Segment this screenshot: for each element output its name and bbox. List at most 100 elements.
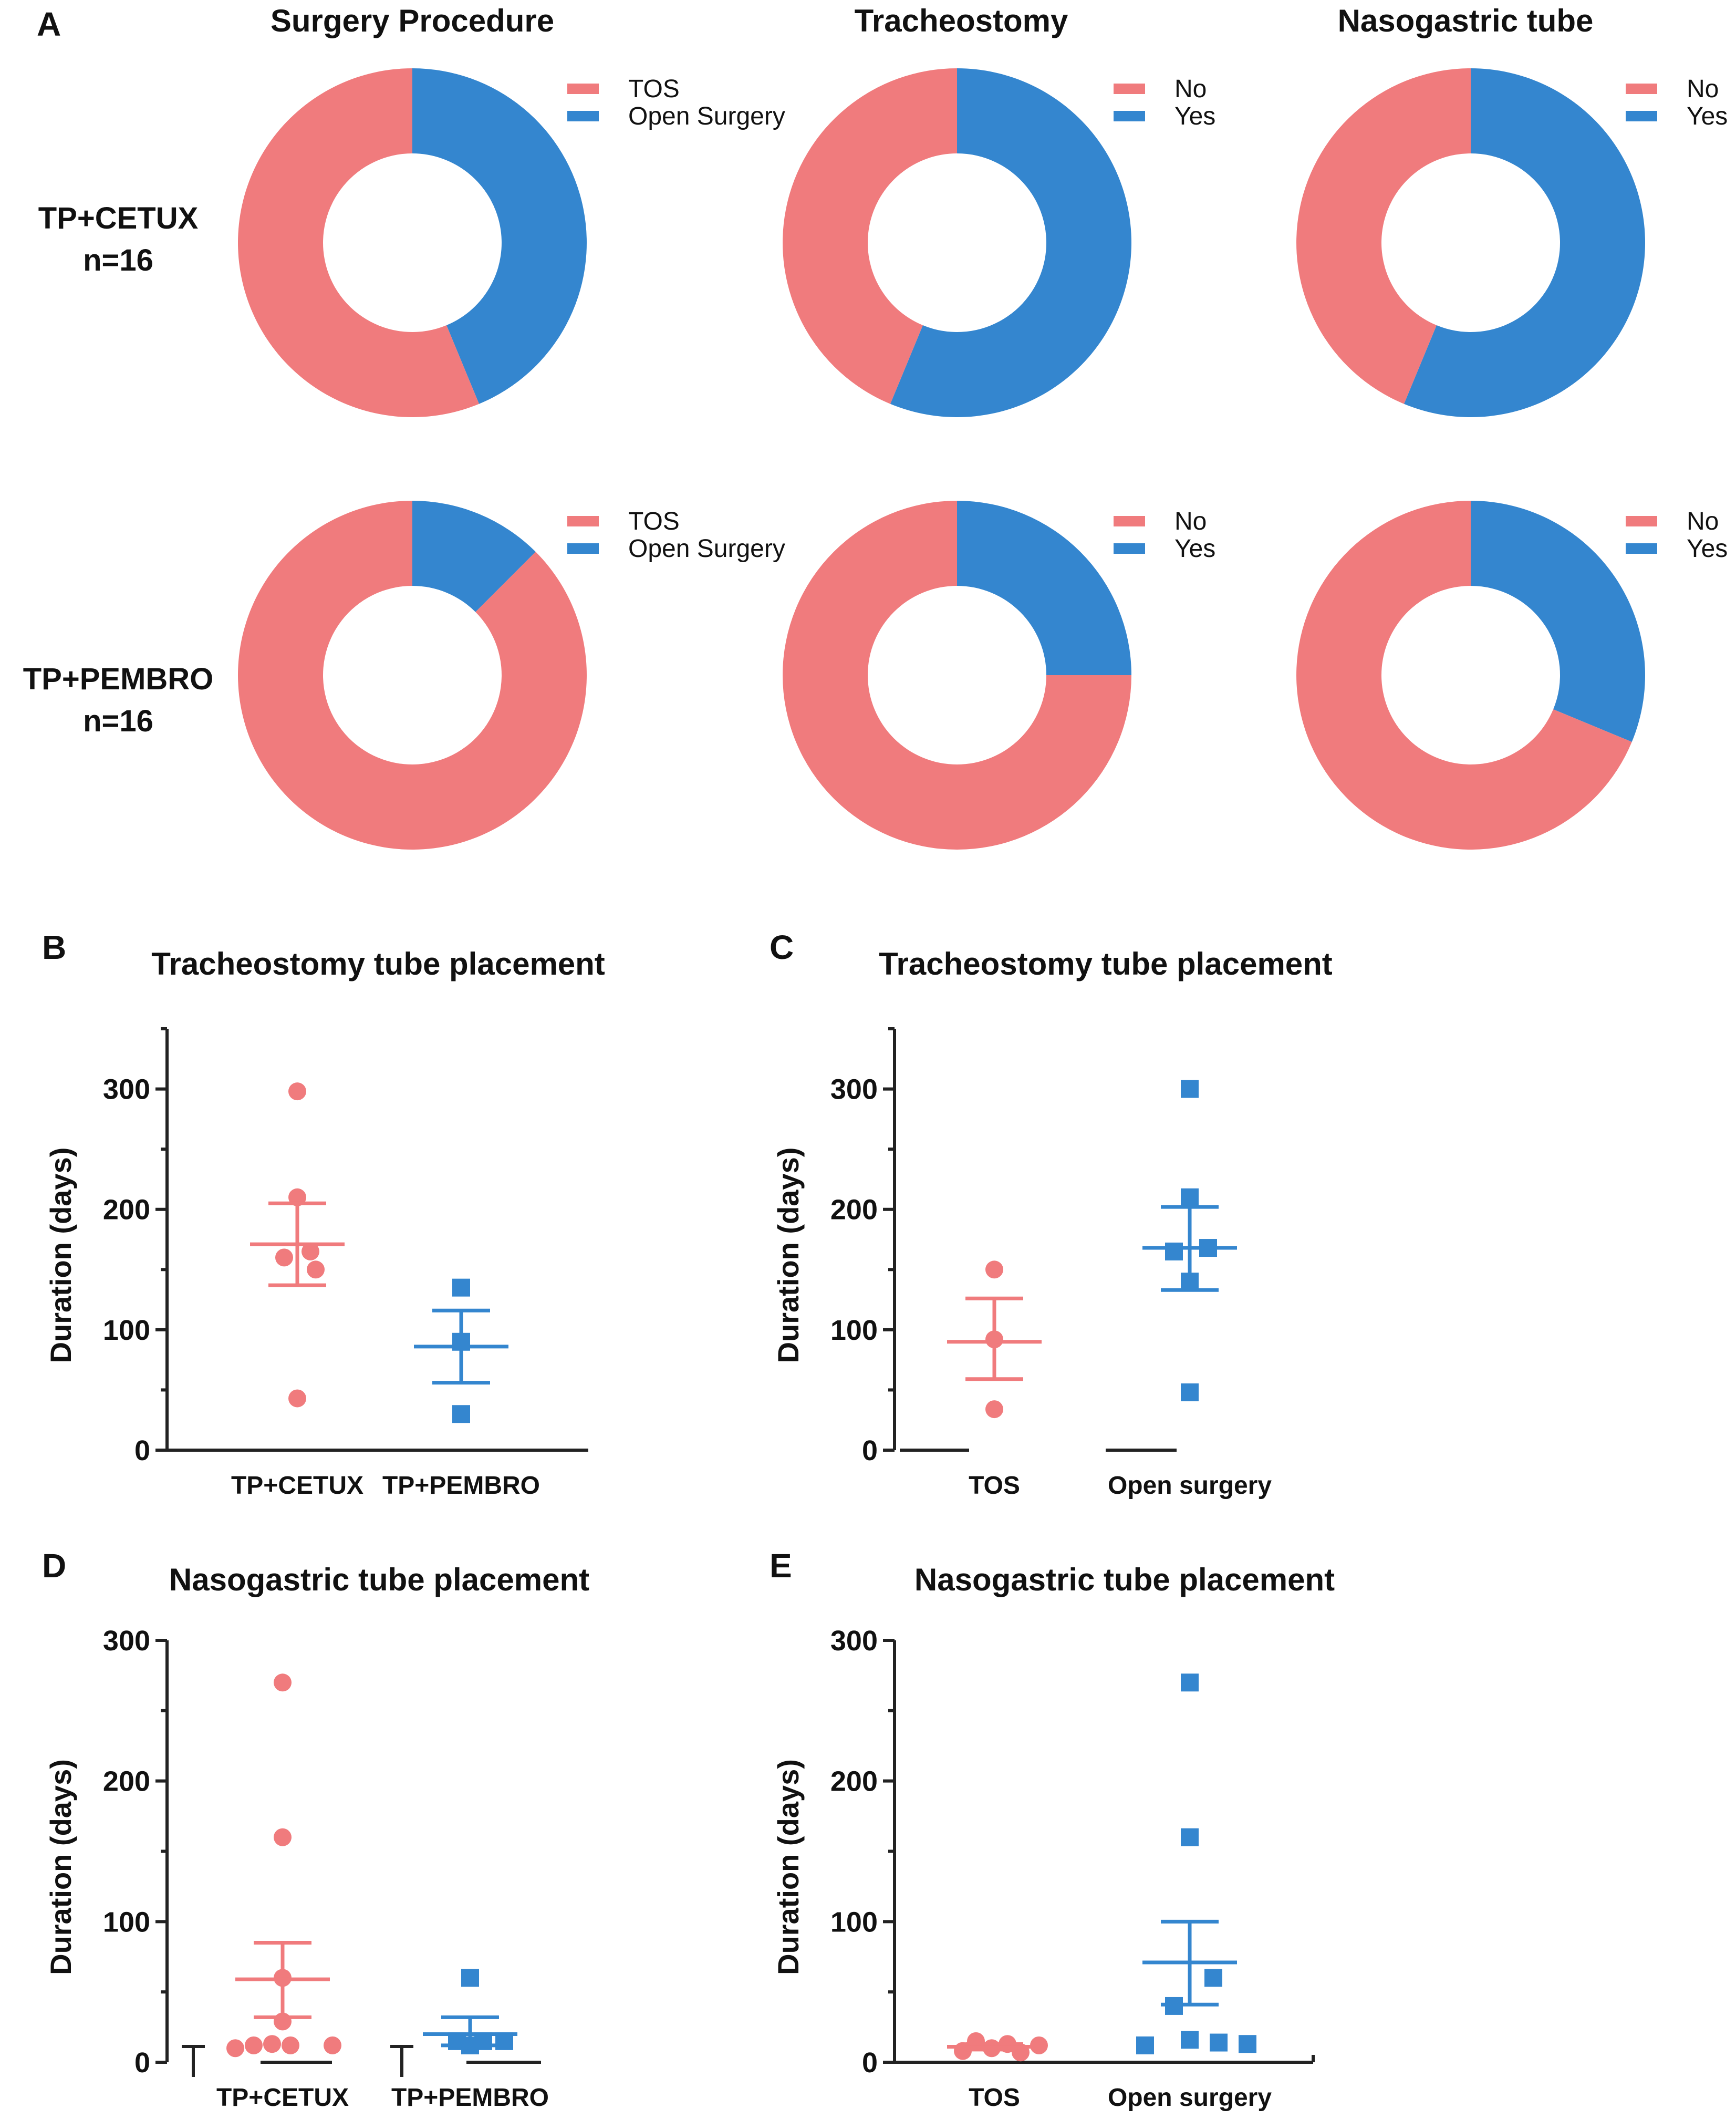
row-label-cetux: TP+CETUX — [38, 201, 199, 235]
data-point — [307, 1260, 325, 1279]
y-tick-label: 0 — [134, 1435, 150, 1466]
data-point — [1181, 1828, 1199, 1846]
data-point — [452, 1278, 470, 1297]
scatter-chart-e: 0 100 200 300 Duration (days) TOS Open surgery — [772, 1625, 1315, 2112]
legend-label: TOS — [628, 508, 680, 535]
donut-slice-yes — [890, 68, 1131, 418]
data-point — [288, 1082, 306, 1101]
donut-slice-yes — [957, 501, 1131, 675]
data-point — [263, 2035, 281, 2053]
y-tick-label: 0 — [862, 1435, 878, 1466]
x-category-label: Open surgery — [1108, 2084, 1272, 2112]
x-category-label: TP+CETUX — [231, 1472, 363, 1500]
x-category-label: TP+PEMBRO — [382, 1472, 540, 1500]
scatter-chart-d: 0 100 200 300 Duration (days) TP+CETUX TP+PEMB… — [44, 1625, 549, 2112]
legend-label: Yes — [1174, 535, 1215, 563]
data-point — [275, 1248, 293, 1267]
donut-slice-yes — [1471, 501, 1645, 742]
column-title-nasogastric: Nasogastric tube — [1338, 3, 1594, 38]
panel-e-letter: E — [770, 1547, 792, 1585]
donut-slice-tos — [237, 68, 480, 418]
legend-label: Yes — [1174, 102, 1215, 130]
data-point — [461, 1969, 479, 1987]
data-point — [302, 1242, 319, 1260]
data-point — [1165, 1242, 1183, 1260]
y-tick-label: 300 — [103, 1625, 150, 1657]
legend-swatch — [1114, 516, 1145, 526]
data-point — [1210, 2033, 1228, 2052]
y-tick-label: 300 — [830, 1625, 878, 1657]
data-point — [1181, 2031, 1199, 2049]
legend-label: No — [1687, 75, 1719, 103]
y-tick-label: 100 — [830, 1906, 878, 1938]
legend-label: No — [1174, 508, 1207, 535]
y-tick-label: 200 — [103, 1766, 150, 1797]
donut-slice-open-surgery — [412, 501, 536, 612]
legend-swatch — [567, 84, 599, 94]
legend-swatch — [1626, 84, 1657, 94]
legend-label: Open Surgery — [628, 102, 785, 130]
legend-swatch — [1114, 543, 1145, 554]
data-point — [274, 1828, 292, 1846]
y-tick-label: 200 — [830, 1766, 878, 1797]
data-point — [1181, 1383, 1199, 1402]
donut-slice-no — [1296, 68, 1471, 404]
data-point — [452, 1405, 470, 1423]
y-tick-label: 200 — [830, 1194, 878, 1226]
x-category-label: Open surgery — [1108, 1472, 1272, 1500]
legend-swatch — [1114, 111, 1145, 121]
legend-swatch — [1626, 111, 1657, 121]
data-point — [985, 1400, 1003, 1419]
donut-slice-yes — [1404, 68, 1645, 418]
panel-e-title: Nasogastric tube placement — [914, 1562, 1335, 1597]
y-tick-label: 0 — [134, 2047, 150, 2079]
x-category-label: TP+PEMBRO — [391, 2084, 549, 2112]
y-tick-label: 0 — [862, 2047, 878, 2079]
y-tick-label: 100 — [103, 1906, 150, 1938]
data-point — [1181, 1188, 1199, 1206]
panel-a-letter: A — [37, 5, 61, 43]
legend-swatch — [567, 543, 599, 554]
y-axis-title: Duration (days) — [772, 1759, 805, 1975]
scatter-chart-b: 0 100 200 300 Duration (days) TP+CETUX TP+PEMB… — [44, 1027, 588, 1500]
data-point — [1181, 1080, 1199, 1098]
y-axis-title: Duration (days) — [44, 1148, 77, 1363]
y-tick-label: 300 — [103, 1074, 150, 1105]
legend-swatch — [1114, 84, 1145, 94]
column-title-surgery: Surgery Procedure — [271, 3, 554, 38]
panel-b-title: Tracheostomy tube placement — [151, 946, 605, 981]
legend-label: No — [1174, 75, 1207, 103]
donut-slice-no — [1296, 501, 1632, 850]
data-point — [985, 1260, 1003, 1279]
legend-label: Open Surgery — [628, 535, 785, 563]
panel-d-letter: D — [42, 1547, 66, 1585]
y-tick-label: 100 — [103, 1315, 150, 1346]
legend-swatch — [1626, 516, 1657, 526]
row-label-cetux-n: n=16 — [83, 243, 153, 277]
data-point — [1204, 1969, 1222, 1987]
data-point — [1136, 2036, 1154, 2054]
donut-slice-no — [783, 501, 1131, 850]
data-point — [1239, 2035, 1256, 2053]
data-point — [274, 1673, 292, 1692]
data-point — [282, 2036, 299, 2054]
row-label-pembro-n: n=16 — [83, 704, 153, 738]
scatter-chart-c: 0 100 200 300 Duration (days) TOS Open surgery — [772, 1027, 1272, 1500]
y-axis-title: Duration (days) — [772, 1148, 805, 1363]
data-point — [245, 2036, 263, 2054]
column-title-tracheostomy: Tracheostomy — [855, 3, 1068, 38]
legend-swatch — [567, 111, 599, 121]
panel-c-letter: C — [770, 928, 794, 966]
data-point — [324, 2036, 341, 2054]
legend-label: Yes — [1687, 102, 1728, 130]
panel-b-letter: B — [42, 928, 66, 966]
y-tick-label: 200 — [103, 1194, 150, 1226]
legend-label: No — [1687, 508, 1719, 535]
donut-slice-open-surgery — [412, 68, 587, 404]
donut-slice-no — [783, 68, 957, 404]
